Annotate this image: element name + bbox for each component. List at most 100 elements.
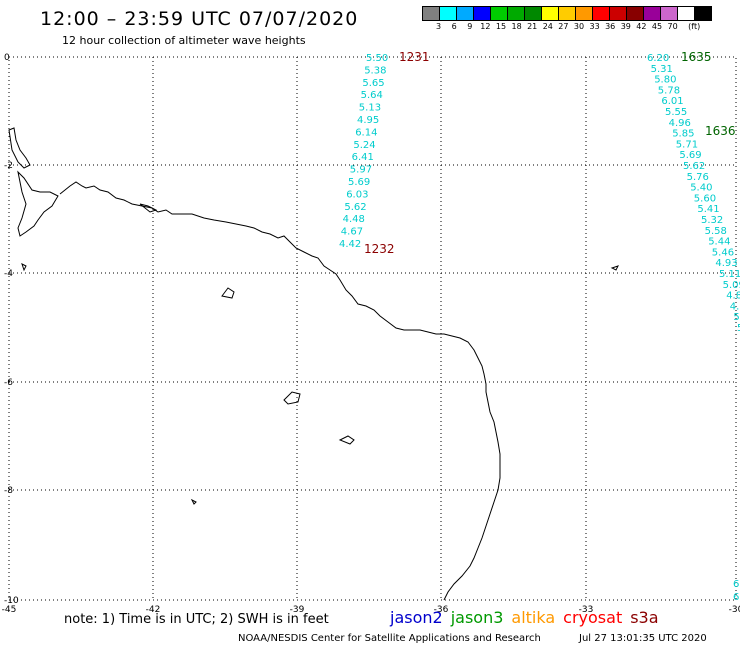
page-subtitle: 12 hour collection of altimeter wave hei… bbox=[62, 34, 306, 47]
legend-swatch bbox=[592, 6, 610, 21]
legend-tick-label: 30 bbox=[573, 22, 585, 31]
legend-tick-label: 6 bbox=[451, 22, 457, 31]
lon-tick-label: -42 bbox=[146, 605, 161, 615]
legend-tick-label: 36 bbox=[605, 22, 616, 31]
swh-label: 6 bbox=[733, 579, 739, 590]
swh-label: 5.76 bbox=[687, 172, 709, 183]
swh-label: 4.48 bbox=[343, 214, 365, 225]
legend-tick-label: 70 bbox=[667, 22, 678, 31]
legend-tick-label: 21 bbox=[527, 22, 538, 31]
swh-label: 5.64 bbox=[361, 90, 383, 101]
swh-label: 6 bbox=[733, 592, 739, 603]
coastline bbox=[8, 127, 619, 601]
swh-label: 4.95 bbox=[357, 115, 379, 126]
map-frame bbox=[8, 56, 737, 601]
swh-label: 5.71 bbox=[676, 139, 698, 150]
swh-label: 5.31 bbox=[651, 64, 673, 75]
swh-label: 4.42 bbox=[339, 239, 361, 250]
legend-tick-label: 18 bbox=[511, 22, 522, 31]
track-time-label: 1636 bbox=[705, 124, 736, 138]
legend-tick-label: 39 bbox=[620, 22, 631, 31]
legend-swatch bbox=[558, 6, 576, 21]
swh-label: 5.85 bbox=[672, 129, 694, 140]
legend-tick-label: 42 bbox=[636, 22, 647, 31]
lat-tick-label: -4 bbox=[4, 269, 13, 279]
legend-tick-label: 45 bbox=[651, 22, 663, 31]
swh-label: 5.41 bbox=[697, 204, 719, 215]
lon-tick-label: -45 bbox=[2, 605, 17, 615]
swh-label: 6.20 bbox=[647, 53, 669, 64]
color-scale-legend: 3 6 9 12 15 18 21 24 27 30 33 36 39 42 45 70 (ft) bbox=[422, 6, 712, 33]
swh-label: 5.69 bbox=[348, 177, 370, 188]
swh-label: 4.67 bbox=[341, 227, 363, 238]
swh-label: 4.8 bbox=[726, 291, 740, 302]
lon-tick-label: -33 bbox=[579, 605, 594, 615]
swh-label: 5.40 bbox=[690, 183, 712, 194]
swh-label: 5.65 bbox=[362, 78, 384, 89]
swh-label: 5.55 bbox=[665, 107, 687, 118]
legend-swatch bbox=[490, 6, 508, 21]
legend-swatch bbox=[439, 6, 457, 21]
swh-label: 6.41 bbox=[352, 152, 374, 163]
map-grid: -45 -42 -39 -36 -33 -30 0 -2 -4 -6 -8 -10 bbox=[2, 53, 740, 615]
swh-label: 5.97 bbox=[350, 165, 372, 176]
swh-label: 5.13 bbox=[359, 103, 381, 114]
swh-label: 5. bbox=[737, 323, 740, 334]
track-time-label: 1635 bbox=[681, 50, 712, 64]
swh-label: 4.96 bbox=[669, 118, 691, 129]
legend-swatch bbox=[694, 6, 712, 21]
lon-tick-label: -30 bbox=[729, 605, 740, 615]
swh-label: 5.69 bbox=[679, 150, 701, 161]
swh-label: 5.46 bbox=[712, 247, 734, 258]
swh-label: 5. bbox=[733, 312, 740, 323]
swh-label: 5.24 bbox=[353, 140, 375, 151]
track-time-label: 1232 bbox=[364, 242, 395, 256]
units-note: note: 1) Time is in UTC; 2) SWH is in fe… bbox=[64, 612, 329, 627]
lon-tick-label: -39 bbox=[290, 605, 305, 615]
swh-label: 5.80 bbox=[654, 75, 676, 86]
swh-label: 5.09 bbox=[723, 280, 740, 291]
legend-tick-label: 12 bbox=[480, 22, 491, 31]
swh-label: 6.03 bbox=[346, 189, 368, 200]
swh-label: 5.32 bbox=[701, 215, 723, 226]
swh-label: 4.8 bbox=[730, 301, 740, 312]
legend-tick-label: 24 bbox=[542, 22, 553, 31]
lat-tick-label: -10 bbox=[4, 596, 19, 606]
swh-label: 4.93 bbox=[715, 258, 737, 269]
legend-tick-label: (ft) bbox=[688, 22, 701, 31]
swh-label: 5.78 bbox=[658, 85, 680, 96]
swh-label: 5.60 bbox=[694, 193, 716, 204]
legend-swatch bbox=[660, 6, 678, 21]
legend-swatch bbox=[541, 6, 559, 21]
track-time-label: 1231 bbox=[399, 50, 430, 64]
swh-label: 5.44 bbox=[708, 237, 730, 248]
legend-swatch bbox=[473, 6, 491, 21]
legend-tick-labels: 3 6 9 12 15 18 21 24 27 30 33 36 39 42 45 70 (ft) bbox=[423, 21, 712, 33]
satellite-jason3: jason3 bbox=[450, 608, 504, 627]
satellite-altika: altika bbox=[511, 608, 556, 627]
lat-tick-label: -2 bbox=[4, 161, 13, 171]
swh-label: 5.11 bbox=[719, 269, 740, 280]
legend-tick-label: 33 bbox=[589, 22, 600, 31]
swh-label: 5.58 bbox=[705, 226, 727, 237]
swh-label: 6.01 bbox=[661, 96, 683, 107]
legend-swatch bbox=[456, 6, 474, 21]
legend-swatch bbox=[524, 6, 542, 21]
swh-label: 6.14 bbox=[355, 127, 377, 138]
satellite-s3a: s3a bbox=[630, 608, 659, 627]
legend-swatch bbox=[609, 6, 627, 21]
legend-swatch bbox=[507, 6, 525, 21]
page-title: 12:00 – 23:59 UTC 07/07/2020 bbox=[40, 8, 359, 30]
credit-line: NOAA/NESDIS Center for Satellite Applica… bbox=[238, 633, 541, 644]
legend-swatch bbox=[422, 6, 440, 21]
generated-timestamp: Jul 27 13:01:35 UTC 2020 bbox=[579, 633, 707, 644]
legend-tick-label: 9 bbox=[467, 22, 473, 31]
legend-tick-label: 15 bbox=[495, 22, 507, 31]
legend-swatch bbox=[626, 6, 644, 21]
legend-swatch bbox=[677, 6, 695, 21]
legend-tick-label: 3 bbox=[436, 22, 442, 31]
satellite-legend: jason2 jason3 altika cryosat s3a bbox=[390, 608, 667, 627]
lat-tick-label: 0 bbox=[4, 53, 10, 63]
swh-label: 5.62 bbox=[344, 202, 366, 213]
